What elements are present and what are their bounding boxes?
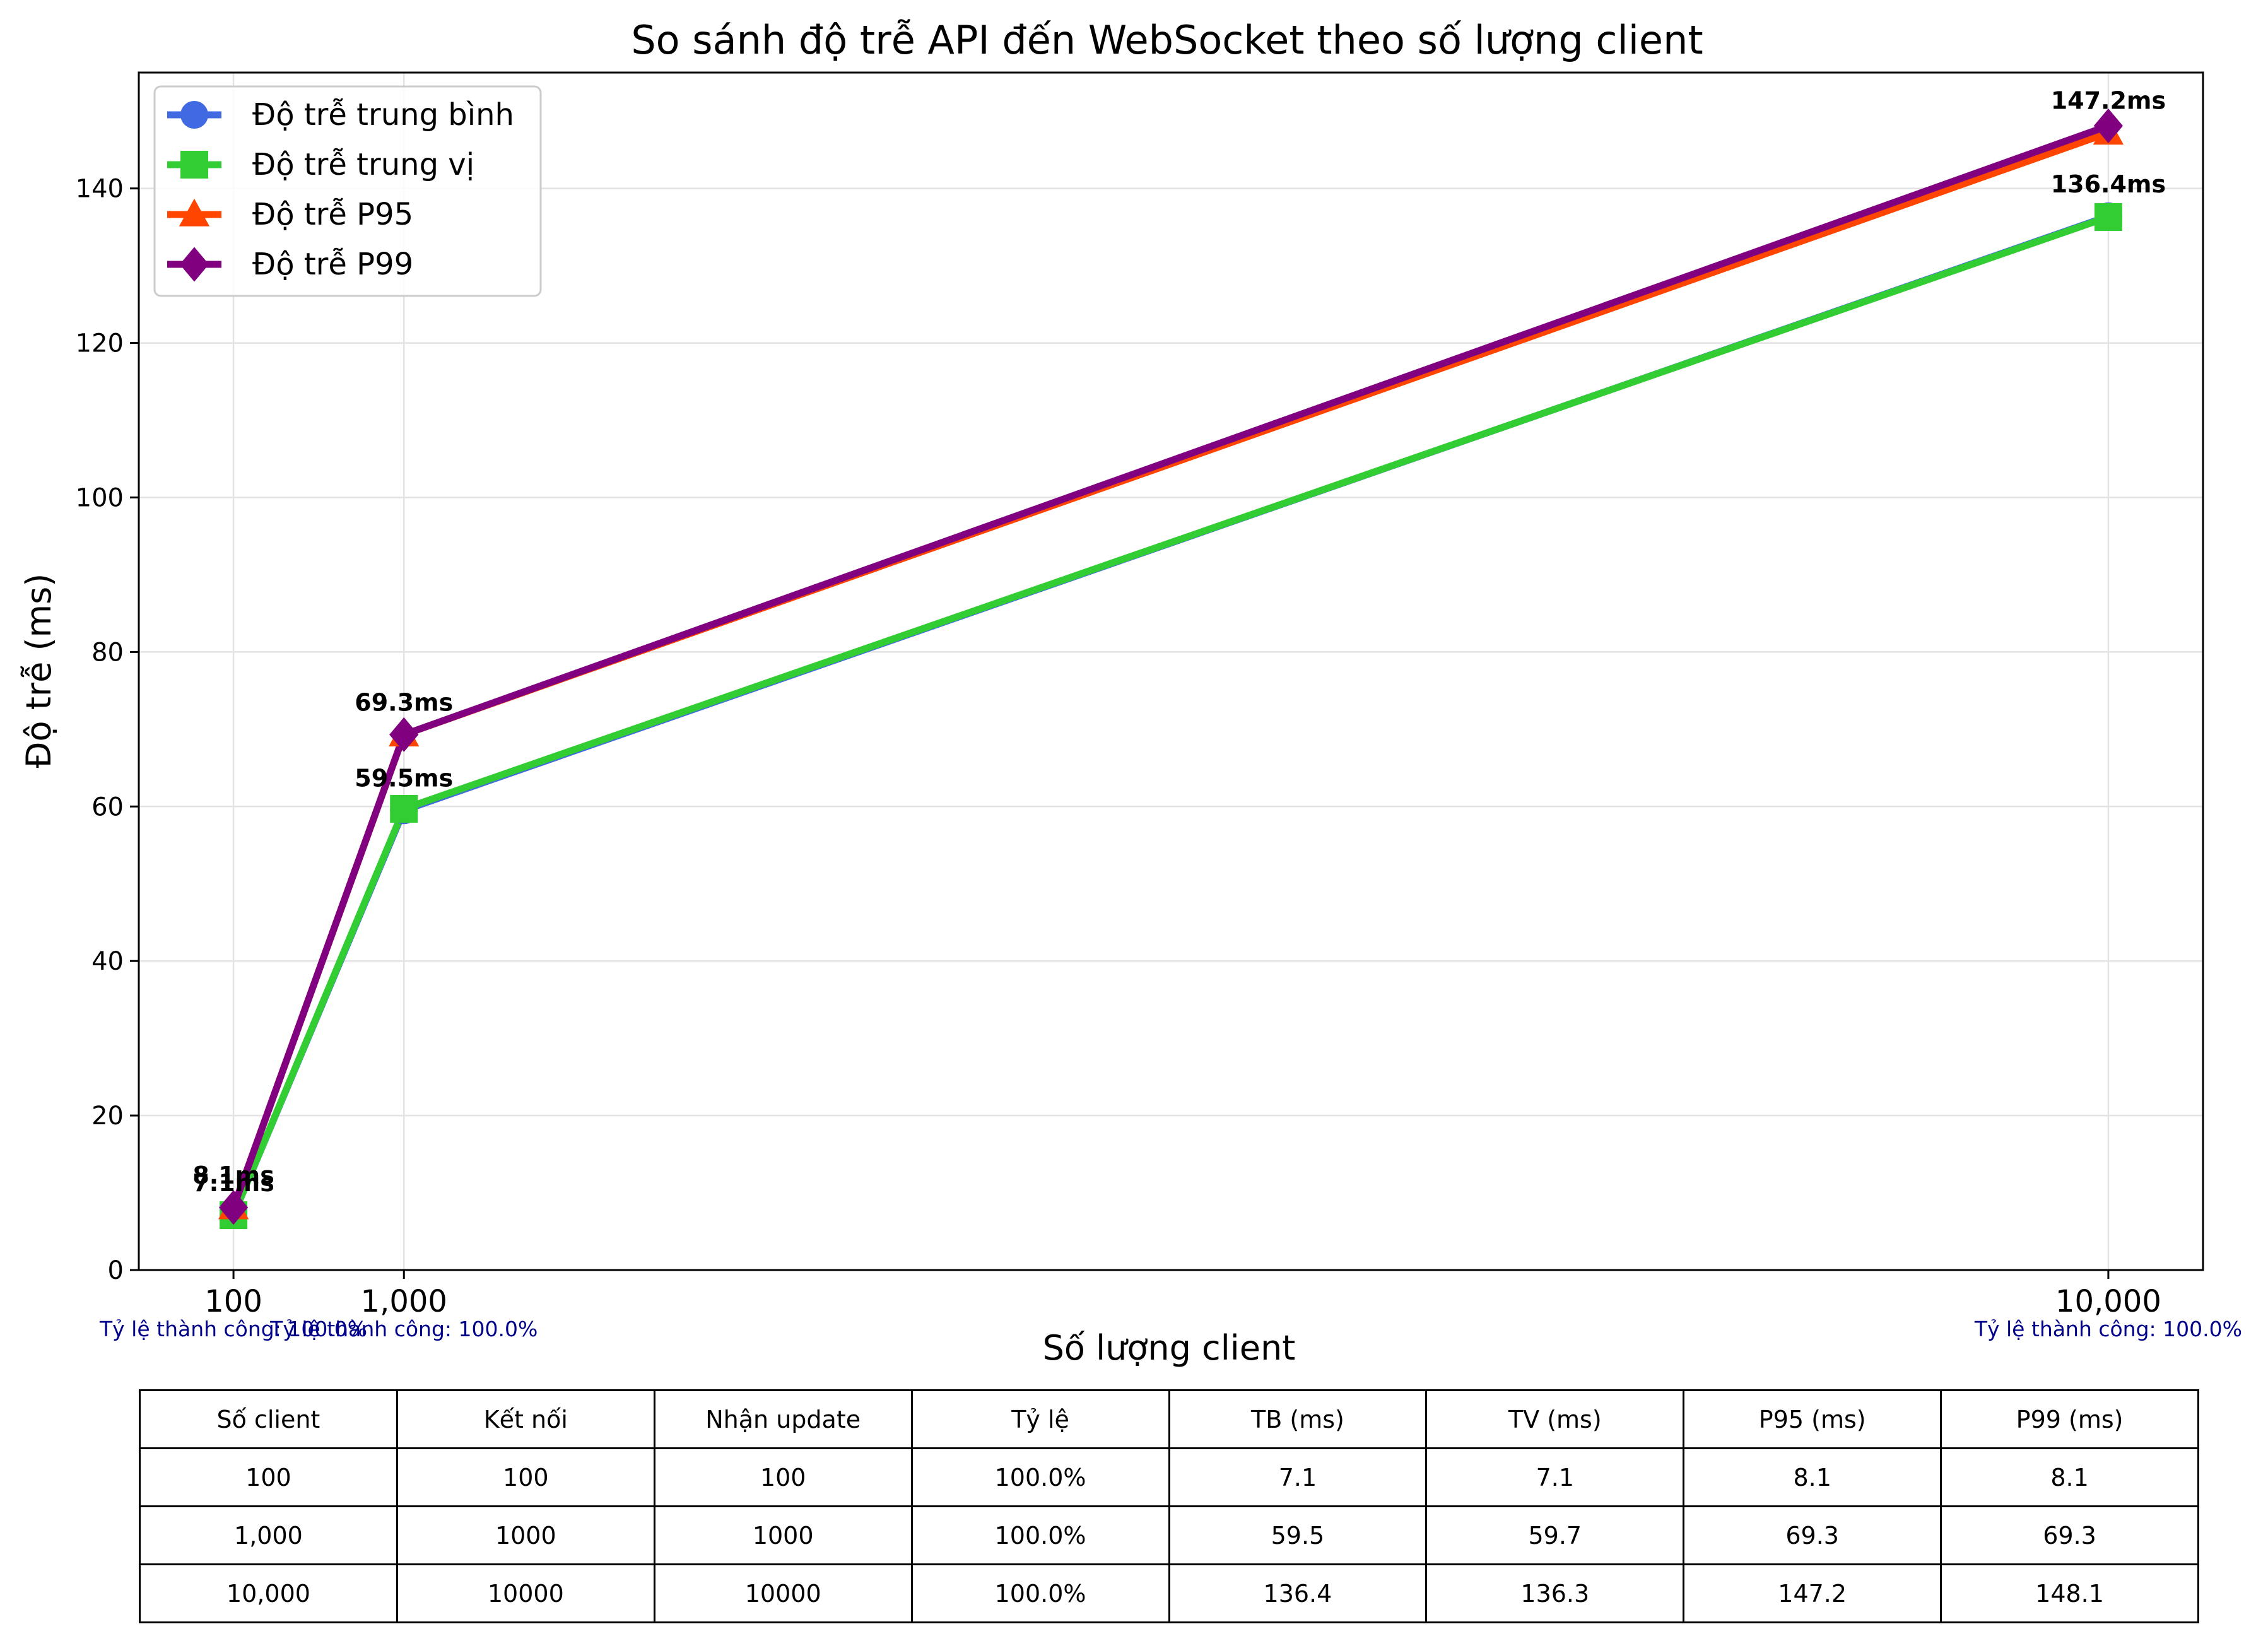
x-axis-label: Số lượng client [1043, 1328, 1296, 1368]
table-header-row: Số client Kết nối Nhận update Tỷ lệ TB (… [139, 1389, 2199, 1449]
y-tick-label: 120 [76, 329, 124, 358]
success-rate-note: Tỷ lệ thành công: 100.0% [269, 1317, 538, 1341]
data-point-3 [2093, 108, 2124, 143]
header-cell: Tỷ lệ [910, 1389, 1170, 1449]
header-cell: P99 (ms) [1940, 1389, 2199, 1449]
data-point-3 [218, 1190, 249, 1225]
table-cell: 1000 [653, 1505, 913, 1565]
header-cell: P95 (ms) [1683, 1389, 1942, 1449]
table-row: 100 100 100 100.0% 7.1 7.1 8.1 8.1 [139, 1447, 2199, 1507]
data-label: 147.2ms [2051, 87, 2166, 115]
table-cell: 147.2 [1683, 1563, 1942, 1623]
legend-label: Độ trễ P99 [252, 247, 413, 282]
data-label: 59.5ms [355, 764, 453, 792]
legend-box [153, 85, 542, 297]
table-cell: 148.1 [1940, 1563, 2199, 1623]
series-markers [218, 108, 2124, 1230]
table-cell: 69.3 [1683, 1505, 1942, 1565]
plot-frame [138, 71, 2204, 1271]
y-tick-label: 0 [108, 1256, 124, 1285]
y-tick-label: 60 [91, 792, 124, 821]
x-tick-label: 1,000 [361, 1284, 447, 1319]
y-tick-label: 100 [76, 483, 124, 512]
data-label: 7.1ms [192, 1169, 274, 1197]
y-tick-label: 140 [76, 175, 124, 204]
chart-title: So sánh độ trễ API đến WebSocket theo số… [631, 17, 1703, 63]
table-cell: 7.1 [1168, 1447, 1428, 1507]
success-rate-note: Tỷ lệ thành công: 100.0% [99, 1317, 367, 1341]
legend-swatch-marker [180, 151, 208, 179]
legend-swatch-marker [179, 198, 210, 226]
table-cell: 100.0% [910, 1563, 1170, 1623]
table-cell: 10,000 [139, 1563, 398, 1623]
summary-table: Số client Kết nối Nhận update Tỷ lệ TB (… [139, 1389, 2199, 1623]
legend-label: Độ trễ trung vị [252, 147, 474, 182]
data-point-3 [389, 717, 419, 752]
table-cell: 100.0% [910, 1505, 1170, 1565]
data-point-1 [390, 794, 418, 823]
series-line-1 [230, 213, 2112, 1219]
table-row: 10,000 10000 10000 100.0% 136.4 136.3 14… [139, 1563, 2199, 1623]
data-label: 69.3ms [355, 688, 453, 716]
header-cell: Số client [139, 1389, 398, 1449]
table-row: 1,000 1000 1000 100.0% 59.5 59.7 69.3 69… [139, 1505, 2199, 1565]
legend: Độ trễ trung bình Độ trễ trung vị Độ trễ P… [153, 85, 542, 297]
table-cell: 59.7 [1425, 1505, 1685, 1565]
table-cell: 1,000 [139, 1505, 398, 1565]
x-tick-label: 10,000 [2055, 1284, 2161, 1319]
header-cell: Nhận update [653, 1389, 913, 1449]
table-cell: 59.5 [1168, 1505, 1428, 1565]
success-rate-note: Tỷ lệ thành công: 100.0% [1974, 1317, 2242, 1341]
table-cell: 136.4 [1168, 1563, 1428, 1623]
y-axis-label: Độ trễ (ms) [19, 573, 59, 768]
y-tick-label: 20 [91, 1102, 124, 1131]
data-label: 136.4ms [2051, 170, 2166, 198]
y-tick-label: 80 [91, 638, 124, 667]
y-tick-label: 40 [91, 947, 124, 976]
legend-swatch-marker [179, 247, 209, 282]
legend-label: Độ trễ trung bình [252, 97, 514, 132]
table-cell: 100 [396, 1447, 655, 1507]
x-tick-label: 100 [204, 1284, 262, 1319]
table-cell: 136.3 [1425, 1563, 1685, 1623]
data-point-1 [2094, 203, 2122, 231]
table-cell: 8.1 [1940, 1447, 2199, 1507]
table-cell: 100 [139, 1447, 398, 1507]
table-cell: 10000 [653, 1563, 913, 1623]
legend-swatch-marker [180, 101, 208, 129]
table-cell: 8.1 [1683, 1447, 1942, 1507]
summary-table-container: Số client Kết nối Nhận update Tỷ lệ TB (… [139, 1389, 2199, 1623]
header-cell: TV (ms) [1425, 1389, 1685, 1449]
table-cell: 7.1 [1425, 1447, 1685, 1507]
table-cell: 100 [653, 1447, 913, 1507]
series-line-0 [230, 213, 2112, 1219]
table-cell: 10000 [396, 1563, 655, 1623]
header-cell: Kết nối [396, 1389, 655, 1449]
data-label: 8.1ms [192, 1162, 274, 1189]
legend-label: Độ trễ P95 [252, 197, 413, 232]
table-cell: 100.0% [910, 1447, 1170, 1507]
table-cell: 69.3 [1940, 1505, 2199, 1565]
table-cell: 1000 [396, 1505, 655, 1565]
header-cell: TB (ms) [1168, 1389, 1428, 1449]
